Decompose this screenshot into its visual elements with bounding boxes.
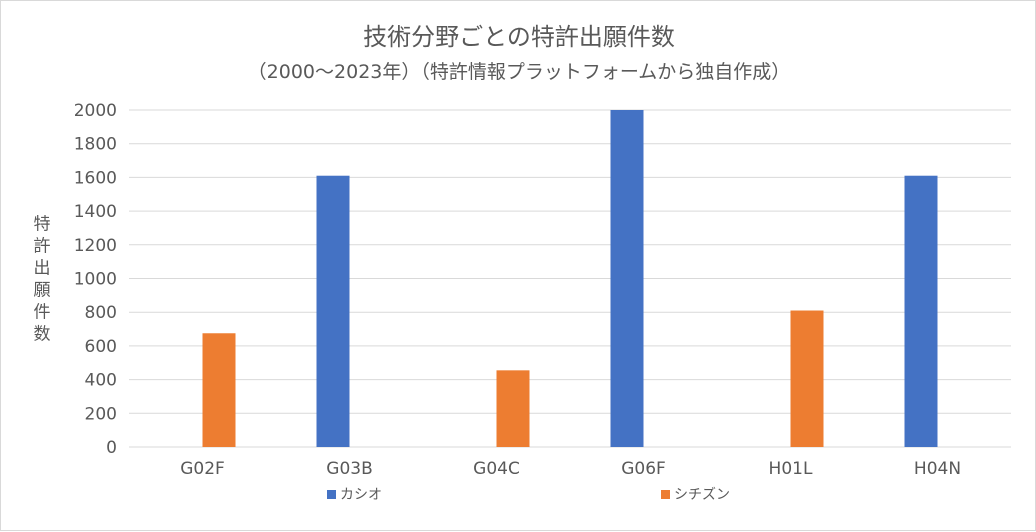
chart-subtitle: （2000～2023年）（特許情報プラットフォームから独自作成） xyxy=(248,61,791,83)
y-tick-label: 1400 xyxy=(74,202,117,222)
bars xyxy=(202,110,938,447)
y-tick-label: 200 xyxy=(85,404,117,424)
x-axis-categories: G02F G03B G04C G06F H01L H04N xyxy=(180,459,961,479)
legend-swatch xyxy=(327,490,336,499)
y-tick-label: 800 xyxy=(85,303,117,323)
y-axis-label: 特許出願件数 xyxy=(34,215,51,345)
bar xyxy=(496,370,530,447)
y-axis-label-char: 許 xyxy=(34,237,51,257)
y-tick-label: 1600 xyxy=(74,168,117,188)
y-tick-label: 1200 xyxy=(74,236,117,256)
y-tick-label: 1000 xyxy=(74,270,117,290)
x-category-label: H04N xyxy=(914,459,961,479)
y-tick-label: 2000 xyxy=(74,101,117,121)
bar xyxy=(316,175,350,447)
y-tick-label: 400 xyxy=(85,371,117,391)
legend-label: カシオ xyxy=(340,487,382,503)
x-category-label: G03B xyxy=(326,459,372,479)
y-tick-label: 1800 xyxy=(74,135,117,155)
y-axis-label-char: 件 xyxy=(34,303,51,323)
legend-label: シチズン xyxy=(674,487,730,503)
legend: カシオ シチズン xyxy=(327,487,730,503)
chart-title: 技術分野ごとの特許出願件数 xyxy=(363,23,675,51)
x-category-label: H01L xyxy=(769,459,813,479)
bar xyxy=(904,175,938,447)
bar xyxy=(790,310,824,447)
y-axis-label-char: 願 xyxy=(34,281,51,301)
x-category-label: G02F xyxy=(180,459,225,479)
y-tick-label: 600 xyxy=(85,337,117,357)
x-category-label: G04C xyxy=(473,459,520,479)
bar xyxy=(610,110,644,447)
x-category-label: G06F xyxy=(621,459,666,479)
y-tick-label: 0 xyxy=(106,438,117,458)
bar xyxy=(202,333,236,447)
legend-swatch xyxy=(661,490,670,499)
y-axis-ticks: 0 200 400 600 800 1000 1200 1400 1600 1800 2000 xyxy=(74,101,117,458)
y-axis-label-char: 数 xyxy=(34,325,51,345)
gridlines xyxy=(129,109,1011,448)
y-axis-label-char: 特 xyxy=(34,215,51,235)
y-axis-label-char: 出 xyxy=(34,259,51,279)
